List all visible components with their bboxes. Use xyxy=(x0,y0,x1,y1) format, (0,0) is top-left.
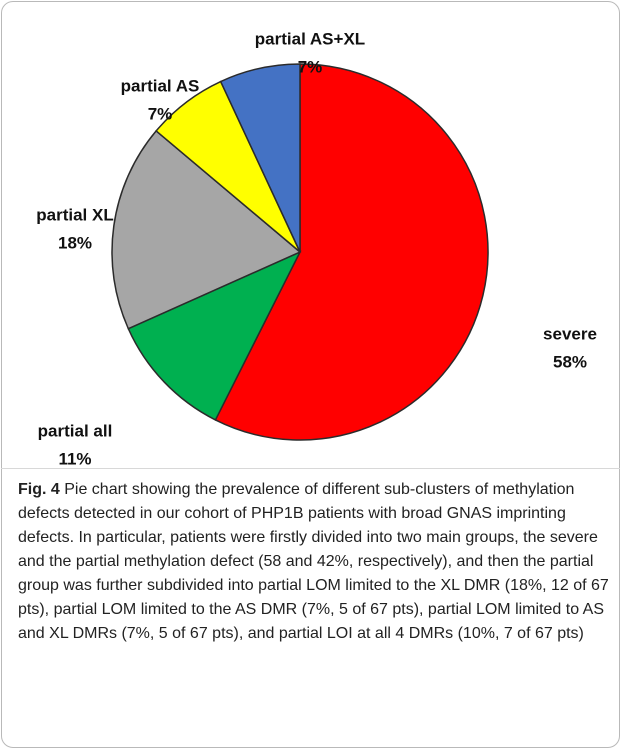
pie-slice xyxy=(111,129,302,330)
caption-text: Pie chart showing the prevalence of diff… xyxy=(18,481,609,642)
chart: severe 58% partial all 11% partial XL 18% part… xyxy=(36,29,597,468)
slice-label: severe xyxy=(543,324,597,343)
slice-value-label: 7% xyxy=(298,57,323,76)
slice-value-label: 11% xyxy=(58,449,91,468)
pie-slice xyxy=(219,63,301,253)
slice-label: partial AS xyxy=(121,76,200,95)
slice-label: partial all xyxy=(38,421,113,440)
caption: Fig. 4 Pie chart showing the prevalence … xyxy=(18,478,610,646)
separator xyxy=(1,468,620,469)
caption-label: Fig. 4 xyxy=(18,481,60,498)
pie-slice xyxy=(127,250,302,421)
pie-slice xyxy=(214,63,489,441)
slice-label: partial AS+XL xyxy=(255,29,365,48)
slice-label: partial XL xyxy=(36,205,113,224)
slice-value-label: 58% xyxy=(553,352,587,371)
slice-value-label: 7% xyxy=(148,104,173,123)
slice-value-label: 18% xyxy=(58,233,92,252)
